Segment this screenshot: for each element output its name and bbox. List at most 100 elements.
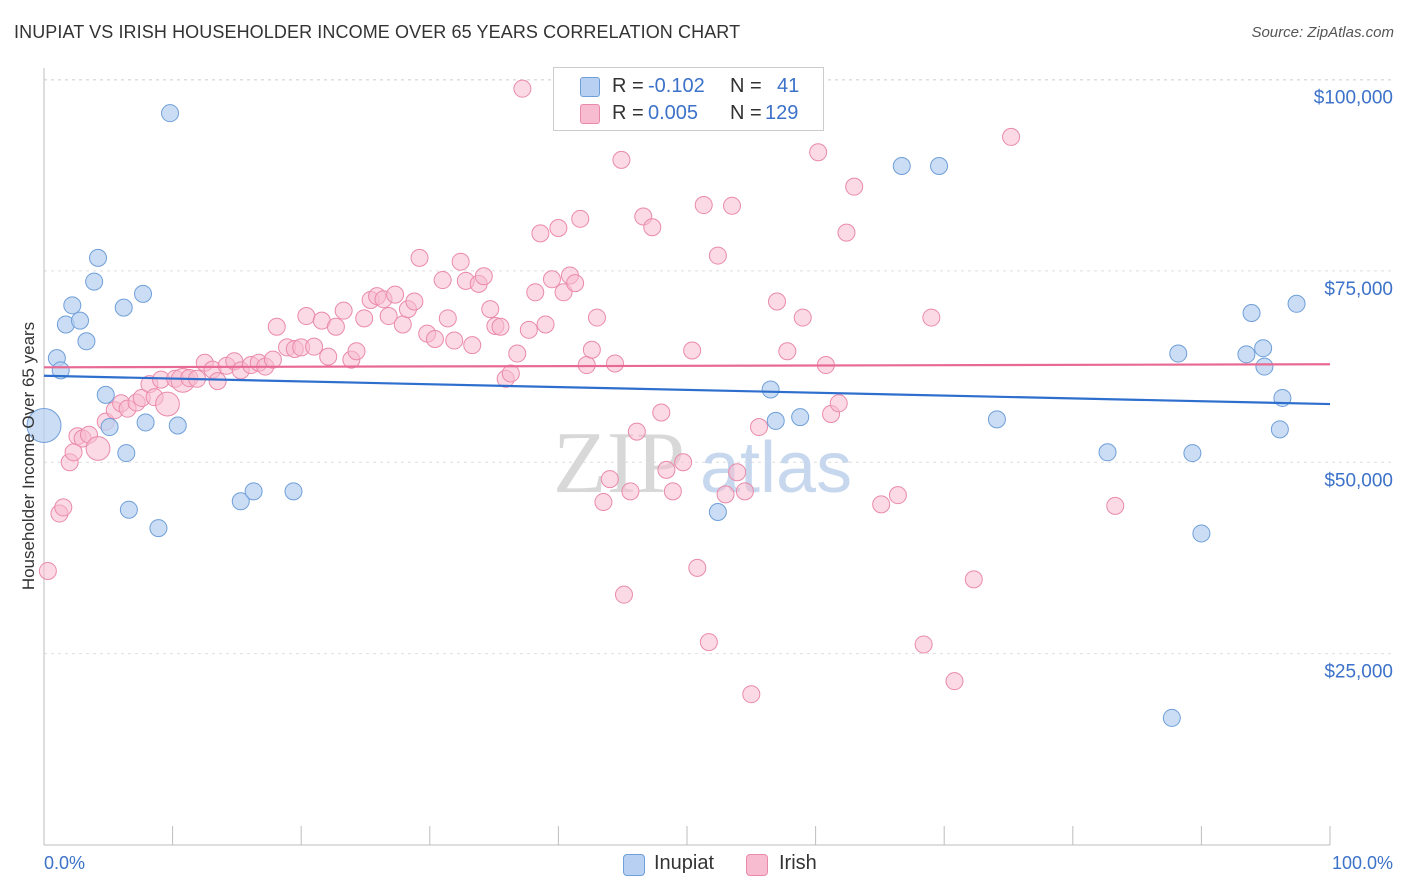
irish-point [481, 300, 500, 319]
irish-point [267, 317, 286, 336]
inupiat-point [71, 311, 90, 330]
irish-point [501, 364, 520, 383]
irish-point [208, 372, 227, 391]
inupiat-point [1254, 339, 1273, 358]
irish-point [425, 330, 444, 349]
inupiat-point [134, 284, 153, 303]
irish-point [305, 337, 324, 356]
inupiat-legend-swatch [623, 854, 645, 876]
irish-point [643, 218, 662, 237]
inupiat-point [791, 408, 810, 427]
irish-point [587, 308, 606, 327]
irish-point [888, 486, 907, 505]
irish-point [582, 340, 601, 359]
irish-legend-swatch [746, 854, 768, 876]
y-tick-label: $100,000 [1314, 88, 1393, 109]
irish-point [683, 341, 702, 360]
irish-point [652, 403, 671, 422]
irish-point [536, 315, 555, 334]
watermark: ZIP atlas [553, 415, 852, 512]
irish-point [614, 585, 633, 604]
irish-point [451, 252, 470, 271]
irish-point [355, 309, 374, 328]
inupiat-point [89, 248, 108, 267]
irish-point [263, 350, 282, 369]
irish-point [393, 315, 412, 334]
inupiat-legend-label: Inupiat [654, 852, 715, 874]
irish-point [829, 394, 848, 413]
irish-point [657, 460, 676, 479]
irish-point [405, 292, 424, 311]
inupiat-point [1162, 708, 1181, 727]
legend-r-label: R = [612, 75, 644, 97]
inupiat-point [1237, 345, 1256, 364]
irish-point [723, 196, 742, 215]
inupiat-point [51, 361, 70, 380]
inupiat-swatch [580, 77, 600, 97]
irish-point [463, 336, 482, 355]
irish-point [54, 498, 73, 517]
irish-point [347, 342, 366, 361]
irish-point [708, 246, 727, 265]
irish-point [513, 79, 532, 98]
x-tick-label-min: 0.0% [44, 853, 85, 873]
inupiat-point [1270, 420, 1289, 439]
inupiat-point [892, 157, 911, 176]
inupiat-point [96, 385, 115, 404]
legend-row-irish: R = 0.005 N = 129 [554, 102, 823, 128]
irish-point [845, 177, 864, 196]
legend-n-label: N = [730, 75, 762, 97]
inupiat-point [100, 418, 119, 437]
inupiat-point [766, 411, 785, 430]
irish-point [742, 685, 761, 704]
inupiat-point [149, 519, 168, 538]
inupiat-point [1192, 524, 1211, 543]
irish-point [474, 267, 493, 286]
irish-point [334, 301, 353, 320]
inupiat-point [1255, 357, 1274, 376]
y-tick-labels: $25,000 $50,000 $75,000 $100,000 [1314, 88, 1393, 683]
irish-point [688, 558, 707, 577]
irish-point [319, 347, 338, 366]
irish-point [663, 482, 682, 501]
irish-point [793, 308, 812, 327]
y-tick-label: $50,000 [1324, 470, 1393, 491]
legend-r-label: R = [612, 102, 644, 124]
irish-point [379, 307, 398, 326]
irish-point [566, 274, 585, 293]
inupiat-trend-line [43, 374, 1331, 406]
inupiat-point [168, 416, 187, 435]
inupiat-point [117, 444, 136, 463]
legend-r-value: 0.005 [648, 102, 699, 124]
irish-point [386, 285, 405, 304]
axes [43, 68, 1331, 846]
y-tick-label: $25,000 [1324, 662, 1393, 683]
irish-legend-label: Irish [779, 852, 817, 874]
inupiat-point [708, 503, 727, 522]
irish-point [594, 493, 613, 512]
inupiat-point [930, 157, 949, 176]
inupiat-point [1183, 444, 1202, 463]
legend-n-value: 41 [777, 75, 800, 97]
irish-point [716, 485, 735, 504]
irish-point [38, 561, 57, 580]
irish-point [768, 292, 787, 311]
irish-point [326, 317, 345, 336]
irish-point [922, 308, 941, 327]
inupiat-point [26, 408, 62, 444]
irish-point [491, 317, 510, 336]
irish-point [964, 570, 983, 589]
inupiat-point [1098, 443, 1117, 462]
irish-point [600, 470, 619, 489]
legend-n-label: N = [730, 102, 762, 124]
irish-point [694, 196, 713, 215]
y-axis-label: Householder Income Over 65 years [19, 322, 38, 590]
irish-point [85, 436, 111, 461]
inupiat-point [231, 492, 250, 511]
chart-title: INUPIAT VS IRISH HOUSEHOLDER INCOME OVER… [14, 22, 741, 42]
irish-point [531, 224, 550, 243]
irish-point [508, 344, 527, 363]
inupiat-point [85, 272, 104, 291]
irish-point [1002, 127, 1021, 146]
